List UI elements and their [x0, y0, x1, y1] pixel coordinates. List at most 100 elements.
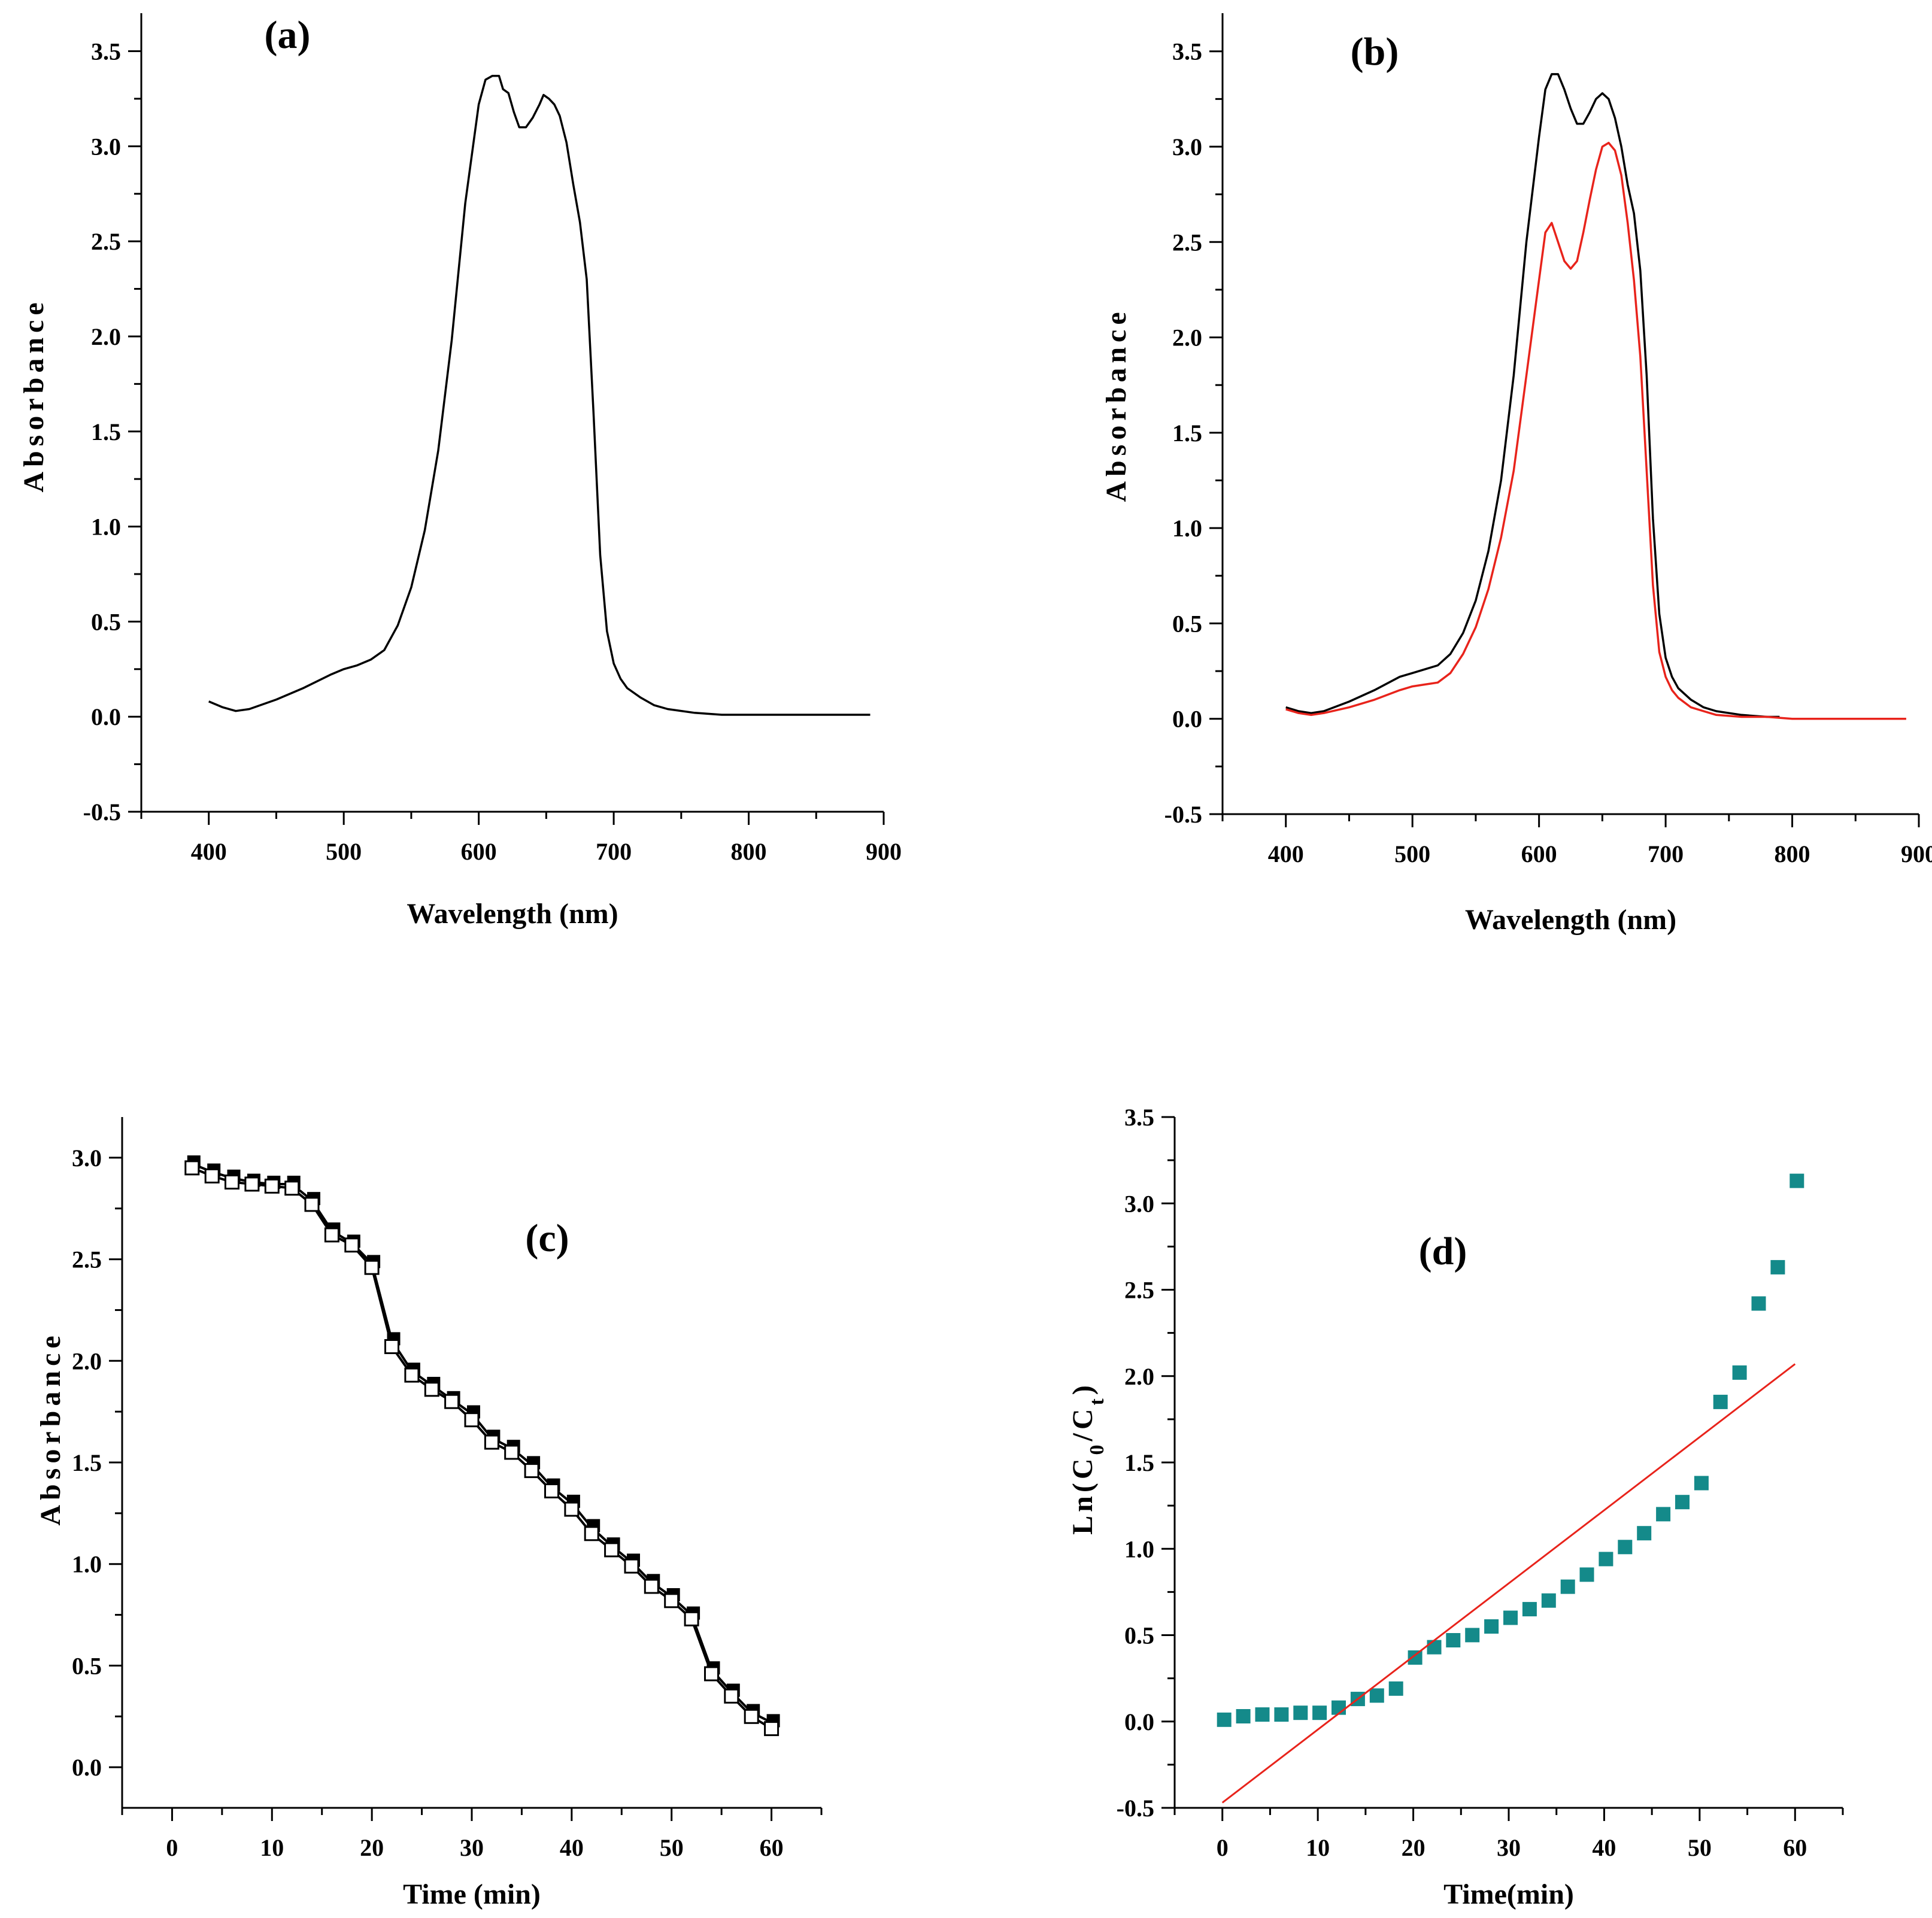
- y-tick-label: 1.5: [1172, 420, 1202, 447]
- y-tick-label: 0.5: [1124, 1622, 1154, 1649]
- data-point: [1713, 1394, 1728, 1409]
- y-tick-label: 2.0: [72, 1348, 102, 1374]
- data-point: [1484, 1619, 1499, 1634]
- y-axis-label-part: Ln(C: [1067, 1455, 1099, 1534]
- data-point: [444, 1394, 460, 1409]
- data-point: [244, 1176, 260, 1192]
- y-axis-label-part: t: [1086, 1395, 1108, 1405]
- y-tick-label: 2.5: [1172, 229, 1202, 256]
- data-point: [204, 1168, 220, 1183]
- data-point: [1599, 1552, 1613, 1567]
- x-axis-label: Wavelength (nm): [407, 898, 618, 930]
- y-tick-label: 0.5: [1172, 610, 1202, 637]
- y-axis-label-part: ): [1067, 1382, 1099, 1395]
- y-tick-label: -0.5: [1117, 1795, 1154, 1822]
- y-tick-label: 0.0: [72, 1754, 102, 1781]
- data-point: [344, 1237, 360, 1253]
- y-tick-label: 0.0: [1172, 706, 1202, 733]
- y-tick-label: 1.5: [1124, 1449, 1154, 1476]
- x-tick-label: 400: [1268, 840, 1304, 867]
- data-point: [1274, 1707, 1289, 1722]
- data-point: [384, 1339, 399, 1354]
- x-tick-label: 600: [1521, 840, 1557, 867]
- data-point: [484, 1434, 499, 1450]
- x-tick-label: 400: [191, 838, 227, 865]
- y-tick-label: 3.5: [91, 38, 121, 65]
- data-point: [1446, 1633, 1461, 1647]
- y-tick-label: -0.5: [1164, 801, 1202, 828]
- data-point: [264, 1178, 280, 1194]
- data-point: [1217, 1712, 1232, 1727]
- data-point: [1541, 1593, 1556, 1608]
- x-tick-label: 20: [1402, 1834, 1426, 1861]
- x-tick-label: 40: [560, 1834, 584, 1861]
- data-point: [1255, 1707, 1270, 1722]
- y-axis-label-part: 0: [1086, 1441, 1108, 1455]
- x-tick-label: 50: [1688, 1834, 1712, 1861]
- y-tick-label: 3.0: [1172, 133, 1202, 160]
- x-tick-label: 20: [360, 1834, 384, 1861]
- y-tick-label: 1.5: [91, 418, 121, 445]
- y-tick-label: 0.0: [91, 703, 121, 730]
- data-point: [284, 1180, 300, 1196]
- x-tick-label: 600: [461, 838, 497, 865]
- data-point: [1618, 1540, 1633, 1555]
- data-point: [644, 1579, 659, 1594]
- data-point: [1427, 1640, 1442, 1655]
- data-point: [764, 1721, 780, 1737]
- y-tick-label: 2.5: [1124, 1277, 1154, 1304]
- y-tick-label: 3.0: [91, 133, 121, 160]
- data-point: [1675, 1495, 1690, 1510]
- data-point: [1790, 1173, 1804, 1188]
- data-point: [724, 1688, 739, 1704]
- data-point: [744, 1708, 759, 1724]
- series-line-spectrum: [208, 75, 871, 716]
- x-axis-label: Time (min): [403, 1878, 541, 1910]
- data-point: [1236, 1709, 1251, 1723]
- y-tick-label: 2.0: [1172, 324, 1202, 351]
- data-point: [624, 1558, 639, 1574]
- fit-line: [1221, 1363, 1796, 1804]
- data-point: [1408, 1650, 1423, 1665]
- x-tick-label: 50: [660, 1834, 684, 1861]
- y-tick-label: 2.0: [1124, 1363, 1154, 1390]
- data-point: [1312, 1705, 1327, 1720]
- x-tick-label: 0: [166, 1834, 178, 1861]
- data-point: [1332, 1700, 1346, 1715]
- data-point: [1637, 1526, 1652, 1541]
- y-tick-label: 1.0: [91, 514, 121, 541]
- x-tick-label: 900: [1901, 840, 1932, 867]
- y-axis-label: Ln(C0/Ct): [1067, 1382, 1108, 1535]
- data-point: [404, 1367, 420, 1383]
- data-point: [1751, 1296, 1766, 1311]
- panel-label: (a): [265, 13, 311, 57]
- y-axis-label: Absorbance: [18, 298, 50, 492]
- data-point: [1579, 1567, 1594, 1582]
- x-tick-label: 60: [1783, 1834, 1807, 1861]
- panel-b: 400 500 600 700 800 900 -0.5 0.0 0.5 1.0 1.5 2.0 2.5…: [1100, 13, 1932, 936]
- y-tick-label: -0.5: [83, 799, 121, 826]
- data-point: [184, 1160, 200, 1176]
- panel-a: 400 500 600 700 800 900 -0.5 0.0 0.5 1.0 1.5 2.0 2.5…: [18, 13, 902, 930]
- data-point: [1656, 1507, 1671, 1522]
- y-tick-label: 1.0: [1172, 515, 1202, 542]
- data-point: [304, 1197, 320, 1212]
- data-point: [1732, 1365, 1747, 1380]
- x-tick-label: 60: [760, 1834, 784, 1861]
- y-tick-label: 2.0: [91, 323, 121, 350]
- data-point: [225, 1175, 239, 1190]
- y-axis-label: Absorbance: [1100, 307, 1132, 502]
- y-axis-label: Absorbance: [35, 1331, 66, 1525]
- data-point: [684, 1611, 699, 1626]
- x-tick-label: 800: [731, 838, 767, 865]
- data-point: [1388, 1681, 1403, 1696]
- data-point: [584, 1526, 599, 1541]
- x-tick-label: 30: [460, 1834, 484, 1861]
- x-tick-label: 10: [1306, 1834, 1330, 1861]
- x-tick-label: 40: [1592, 1834, 1616, 1861]
- x-tick-label: 30: [1497, 1834, 1521, 1861]
- x-tick-label: 500: [326, 838, 362, 865]
- panel-c: 0 10 20 30 40 50 60 0.0 0.5 1.0 1.5 2.0 2.5 3.0 (c) Tim…: [35, 1117, 823, 1910]
- y-axis-label-part: /C: [1067, 1405, 1099, 1441]
